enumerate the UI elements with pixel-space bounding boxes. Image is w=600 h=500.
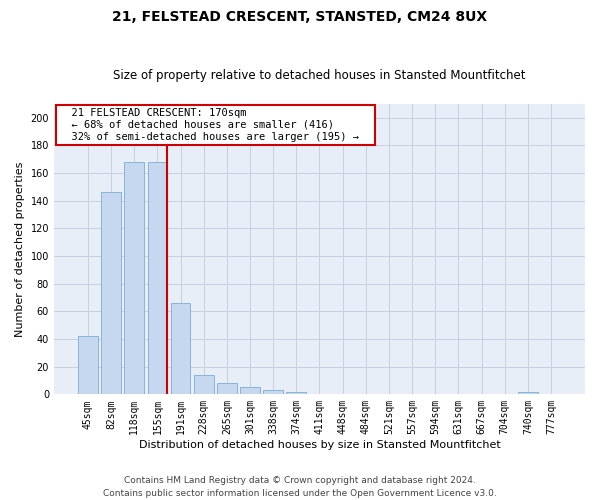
Bar	[194, 375, 214, 394]
Bar	[78, 336, 98, 394]
Bar	[170, 303, 190, 394]
Bar	[124, 162, 144, 394]
Bar	[518, 392, 538, 394]
Bar	[101, 192, 121, 394]
Bar	[286, 392, 306, 394]
Text: 21 FELSTEAD CRESCENT: 170sqm  
  ← 68% of detached houses are smaller (416)  
  : 21 FELSTEAD CRESCENT: 170sqm ← 68% of de…	[59, 108, 372, 142]
Y-axis label: Number of detached properties: Number of detached properties	[15, 162, 25, 337]
Text: 21, FELSTEAD CRESCENT, STANSTED, CM24 8UX: 21, FELSTEAD CRESCENT, STANSTED, CM24 8U…	[112, 10, 488, 24]
Bar	[263, 390, 283, 394]
Title: Size of property relative to detached houses in Stansted Mountfitchet: Size of property relative to detached ho…	[113, 69, 526, 82]
X-axis label: Distribution of detached houses by size in Stansted Mountfitchet: Distribution of detached houses by size …	[139, 440, 500, 450]
Bar	[148, 162, 167, 394]
Bar	[217, 384, 236, 394]
Bar	[240, 388, 260, 394]
Text: Contains HM Land Registry data © Crown copyright and database right 2024.
Contai: Contains HM Land Registry data © Crown c…	[103, 476, 497, 498]
